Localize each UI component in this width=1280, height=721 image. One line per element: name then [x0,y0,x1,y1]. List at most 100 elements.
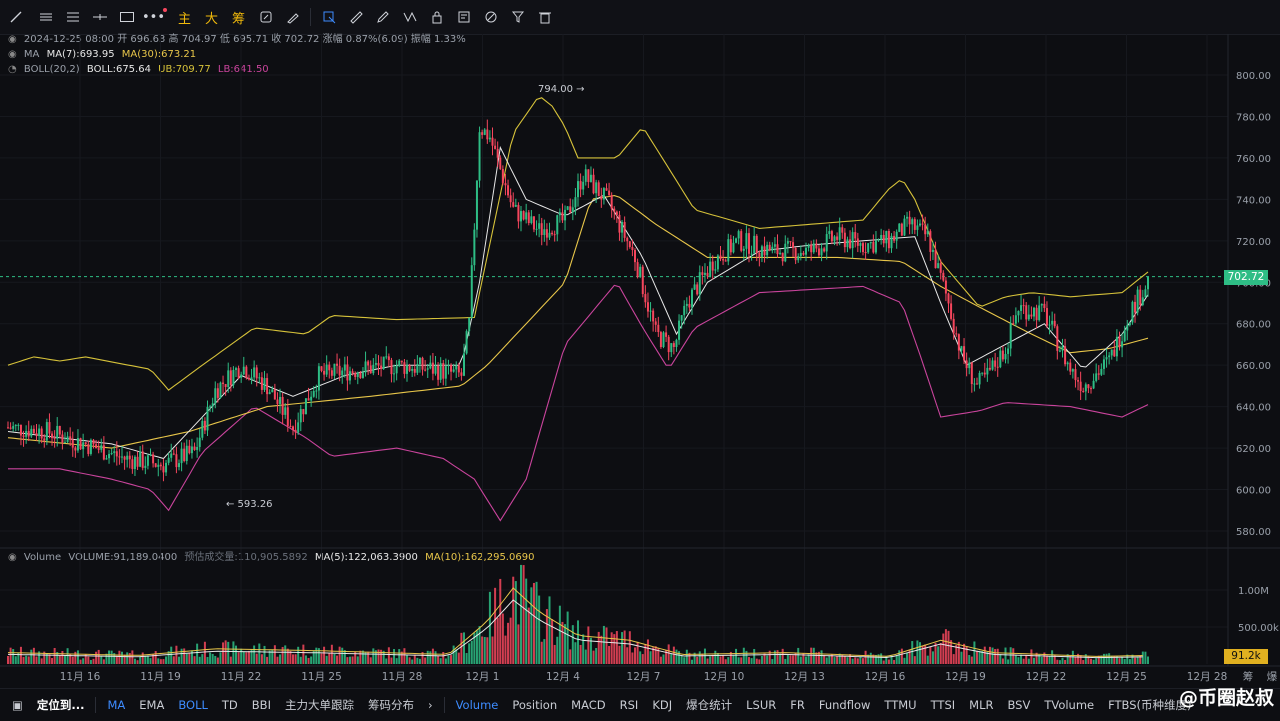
filter-icon[interactable] [504,0,531,34]
volume-bar [903,657,906,664]
candle-body [1139,289,1142,305]
volume-tick-label: 500.00k [1238,623,1279,634]
volume-bar [271,649,274,664]
hline-icon[interactable] [32,0,59,34]
tab-fr[interactable]: FR [790,698,805,712]
volume-bar [488,591,491,664]
tab-locate[interactable]: 定位到... [36,698,85,712]
candle-body [201,420,204,438]
tab-ema[interactable]: EMA [139,698,165,712]
tab-kdj[interactable]: KDJ [652,698,673,712]
candle-body [17,424,20,426]
candle-body [1066,362,1069,365]
candle-body [1121,341,1124,348]
volume-bar [820,650,823,664]
volume-bar [748,657,750,664]
tab-rsi[interactable]: RSI [619,698,639,712]
volume-label[interactable]: Volume [23,552,62,563]
tab-ftbs[interactable]: FTBS(币种维度) [1108,698,1192,712]
volume-bar [406,655,408,664]
volume-bar [623,630,626,664]
tab-ma[interactable]: MA [107,698,126,712]
volume-bar [504,635,507,664]
volume-bar [691,659,693,664]
volume-bar [1082,660,1085,664]
select-icon[interactable] [315,0,342,34]
candle-body [416,364,419,373]
big-order-button[interactable]: 大 [204,11,218,27]
candle-body [1084,384,1087,392]
tab-boll[interactable]: BOLL [178,698,208,712]
tab-position[interactable]: Position [512,698,558,712]
magic-icon[interactable] [477,0,504,34]
tab-ttmu[interactable]: TTMU [884,698,917,712]
tab-macd[interactable]: MACD [571,698,606,712]
tab-liquidation[interactable]: 爆仓统计 [686,698,733,712]
time-tick-label: 12月 28 [1187,671,1228,683]
bell-icon[interactable]: ◔ [8,64,17,75]
candle-body [74,447,77,451]
volume-bar [1118,658,1121,664]
candle-body [602,188,605,200]
more-icon[interactable]: ••• [141,9,165,25]
time-tick-label: 12月 4 [546,671,580,683]
tab-main-force[interactable]: 主力大单跟踪 [284,698,354,712]
volume-bar [108,650,111,664]
tab-td[interactable]: TD [221,698,238,712]
volume-bar [595,648,598,664]
pencil-icon[interactable] [369,0,396,34]
chevron-right-icon[interactable]: › [427,698,433,712]
volume-bar [113,653,116,664]
candle-body [346,364,349,381]
tab-lsur[interactable]: LSUR [746,698,777,712]
parallel-icon[interactable] [59,0,86,34]
price-chart[interactable]: 800.00780.00760.00740.00720.00700.00680.… [0,34,1280,688]
tab-ttsi[interactable]: TTSI [930,698,956,712]
volume-bar [885,655,888,664]
tab-volume[interactable]: Volume [455,698,499,712]
eye-icon[interactable]: ◉ [8,49,17,60]
boll-label[interactable]: BOLL(20,2) [23,64,80,75]
trash-icon[interactable] [531,0,558,34]
candle-body [444,366,447,379]
candle-body [227,370,230,388]
note-icon[interactable] [450,0,477,34]
calendar-icon[interactable]: ▣ [12,698,23,712]
volume-bar [193,656,196,664]
eye-icon[interactable]: ◉ [8,552,17,563]
tab-fundflow[interactable]: Fundflow [818,698,871,712]
lock-icon[interactable] [423,0,450,34]
volume-bar [859,656,862,664]
ma-label[interactable]: MA [23,49,40,60]
refresh-icon[interactable] [252,0,279,34]
chips-button[interactable]: 筹 [231,11,245,27]
time-tick-label: 11月 19 [140,671,181,683]
candle-body [198,437,201,447]
candle-body [825,234,828,252]
tab-tvolume[interactable]: TVolume [1044,698,1095,712]
tab-bsv[interactable]: BSV [1007,698,1031,712]
candle-body [253,367,256,378]
tab-bbi[interactable]: BBI [251,698,271,712]
ruler-icon[interactable] [342,0,369,34]
candle-body [862,243,864,253]
volume-bar [123,654,126,664]
eye-icon[interactable]: ◉ [8,34,17,45]
brush-icon[interactable] [279,0,306,34]
tab-mlr[interactable]: MLR [969,698,994,712]
candle-body [452,369,455,372]
candle-body [51,433,54,439]
volume-bar [447,655,450,664]
volume-bar [470,640,473,664]
candle-body [545,229,548,238]
volume-bar [465,653,468,664]
candle-body [579,181,582,190]
pattern-icon[interactable] [396,0,423,34]
trendline-icon[interactable] [0,0,32,34]
main-force-button[interactable]: 主 [177,11,191,27]
rect-icon[interactable] [113,0,140,34]
candle-body [991,360,994,370]
tab-chips[interactable]: 筹码分布 [367,698,414,712]
crosshair-icon[interactable] [86,0,113,34]
candle-body [1092,380,1095,389]
